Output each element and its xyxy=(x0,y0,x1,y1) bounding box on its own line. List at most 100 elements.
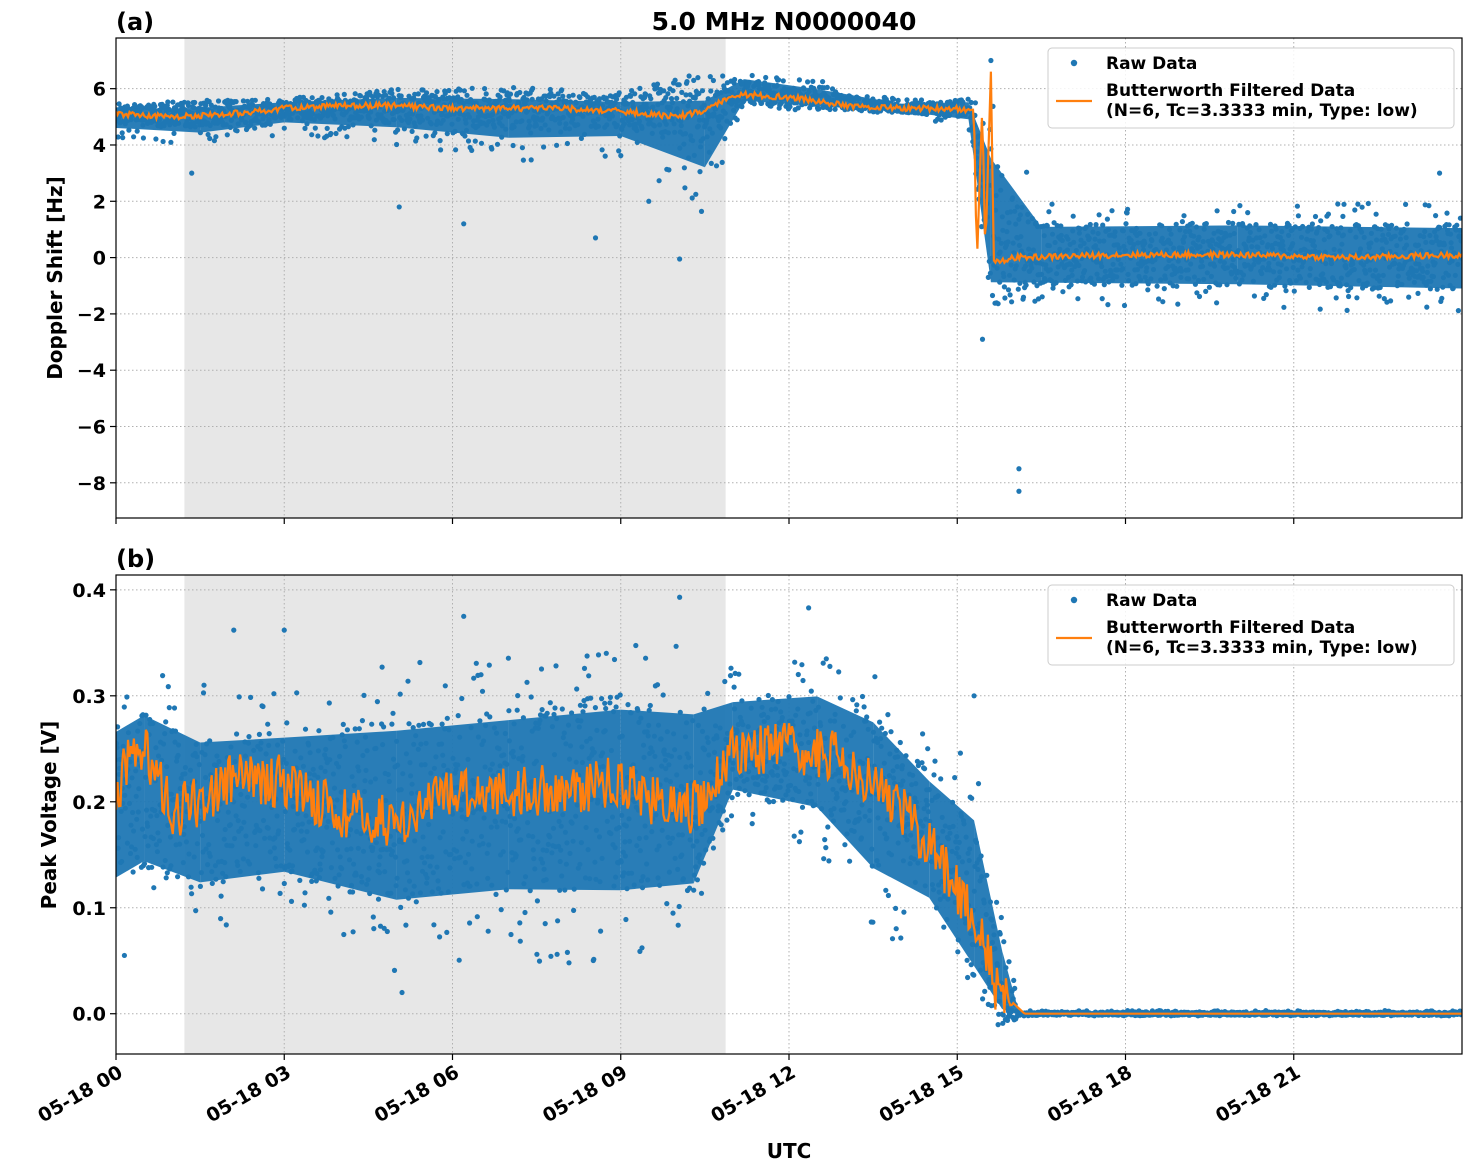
raw-data-point xyxy=(252,126,257,131)
raw-data-point xyxy=(216,98,221,103)
raw-data-point xyxy=(1155,284,1160,289)
raw-data-point xyxy=(424,90,429,95)
raw-data-point xyxy=(711,78,716,83)
raw-data-point xyxy=(1021,295,1026,300)
raw-data-point xyxy=(632,91,637,96)
raw-data-point xyxy=(1377,294,1382,299)
raw-data-point xyxy=(164,875,169,880)
raw-data-point xyxy=(498,94,503,99)
raw-data-point xyxy=(891,97,896,102)
raw-data-point xyxy=(708,88,713,93)
raw-data-point xyxy=(478,672,483,677)
raw-data-point xyxy=(827,664,832,669)
raw-data-point xyxy=(582,666,587,671)
raw-data-point xyxy=(326,896,331,901)
raw-data-point xyxy=(201,683,206,688)
raw-data-point xyxy=(508,92,513,97)
raw-data-point xyxy=(578,703,583,708)
raw-data-point xyxy=(766,693,771,698)
raw-data-point xyxy=(612,657,617,662)
raw-data-point xyxy=(588,696,593,701)
raw-data-point xyxy=(316,728,321,733)
raw-data-point xyxy=(1454,223,1459,228)
raw-data-point xyxy=(1105,217,1110,222)
raw-data-point xyxy=(210,881,215,886)
raw-data-point xyxy=(599,696,604,701)
raw-data-point xyxy=(508,932,513,937)
raw-data-point xyxy=(711,845,716,850)
raw-data-point xyxy=(799,662,804,667)
raw-data-point xyxy=(781,78,786,83)
raw-data-point xyxy=(1093,222,1098,227)
raw-data-point xyxy=(246,734,251,739)
raw-data-point xyxy=(474,661,479,666)
raw-data-point xyxy=(1374,212,1379,217)
raw-data-point xyxy=(416,723,421,728)
raw-data-point xyxy=(1122,303,1127,308)
raw-data-point xyxy=(792,660,797,665)
raw-data-point xyxy=(310,95,315,100)
raw-data-point xyxy=(469,148,474,153)
raw-data-point xyxy=(821,856,826,861)
raw-data-point xyxy=(1109,208,1114,213)
raw-data-point xyxy=(479,141,484,146)
raw-data-point xyxy=(517,920,522,925)
raw-data-point xyxy=(213,134,218,139)
raw-data-point xyxy=(446,88,451,93)
raw-data-point xyxy=(661,88,666,93)
raw-data-point xyxy=(431,922,436,927)
raw-data-point xyxy=(722,679,727,684)
raw-data-outlier xyxy=(1437,171,1442,176)
raw-data-point xyxy=(1335,201,1340,206)
raw-data-point xyxy=(405,679,410,684)
raw-data-point xyxy=(1100,296,1105,301)
raw-data-point xyxy=(1145,287,1150,292)
raw-data-point xyxy=(994,900,999,905)
raw-data-point xyxy=(548,700,553,705)
raw-data-point xyxy=(565,141,570,146)
raw-data-point xyxy=(341,932,346,937)
raw-data-point xyxy=(464,93,469,98)
raw-data-point xyxy=(969,796,974,801)
raw-data-point xyxy=(530,86,535,91)
raw-data-point xyxy=(693,192,698,197)
raw-data-point xyxy=(664,901,669,906)
raw-data-point xyxy=(552,705,557,710)
raw-data-point xyxy=(1310,221,1315,226)
raw-data-point xyxy=(361,693,366,698)
raw-data-point xyxy=(315,133,320,138)
raw-data-point xyxy=(618,692,623,697)
raw-data-point xyxy=(443,683,448,688)
legend-label-filtered: (N=6, Tc=3.3333 min, Type: low) xyxy=(1106,101,1418,121)
raw-data-point xyxy=(684,79,689,84)
raw-data-point xyxy=(633,643,638,648)
raw-data-point xyxy=(371,926,376,931)
raw-data-point xyxy=(151,885,156,890)
raw-data-point xyxy=(1197,294,1202,299)
raw-data-point xyxy=(571,93,576,98)
raw-data-point xyxy=(438,138,443,143)
raw-data-point xyxy=(380,665,385,670)
raw-data-point xyxy=(267,731,272,736)
raw-data-point xyxy=(1366,201,1371,206)
raw-data-point xyxy=(221,879,226,884)
raw-data-point xyxy=(1281,305,1286,310)
raw-data-point xyxy=(616,148,621,153)
raw-data-point xyxy=(1426,203,1431,208)
raw-data-point xyxy=(862,704,867,709)
raw-data-point xyxy=(822,837,827,842)
raw-data-point xyxy=(596,652,601,657)
raw-data-point xyxy=(965,975,970,980)
raw-data-point xyxy=(1360,205,1365,210)
raw-data-point xyxy=(608,695,613,700)
raw-data-point xyxy=(618,153,623,158)
raw-data-point xyxy=(396,87,401,92)
raw-data-point xyxy=(248,695,253,700)
raw-data-point xyxy=(1001,1012,1006,1017)
raw-data-point xyxy=(517,90,522,95)
raw-data-point xyxy=(416,91,421,96)
raw-data-point xyxy=(699,209,704,214)
raw-data-point xyxy=(120,130,125,135)
raw-data-point xyxy=(877,720,882,725)
